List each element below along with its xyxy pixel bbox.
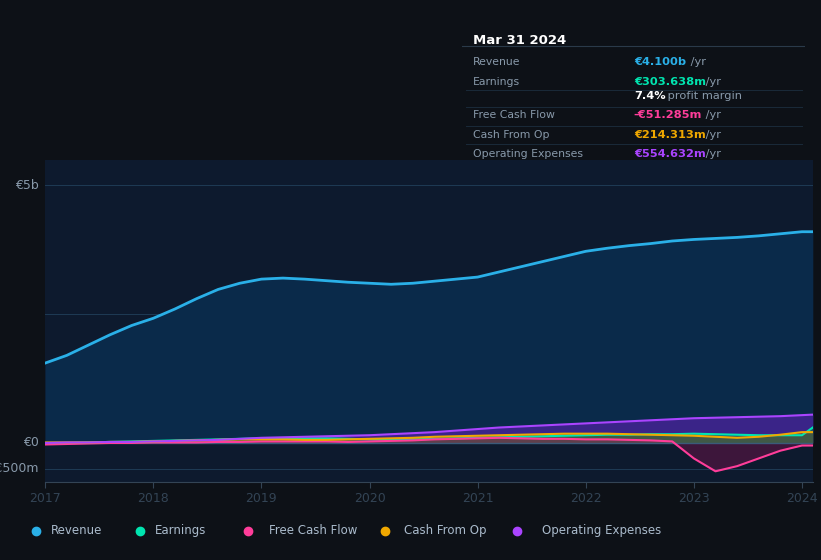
Text: €5b: €5b [16,179,39,192]
Text: Revenue: Revenue [51,524,103,537]
Text: €303.638m: €303.638m [634,77,706,87]
Text: €554.632m: €554.632m [634,148,705,158]
Text: /yr: /yr [702,130,721,140]
Text: Revenue: Revenue [473,57,520,67]
Text: €0: €0 [23,436,39,450]
Text: /yr: /yr [702,110,721,120]
Text: 7.4%: 7.4% [634,91,666,101]
Text: Earnings: Earnings [473,77,520,87]
Text: profit margin: profit margin [664,91,742,101]
Text: Operating Expenses: Operating Expenses [473,148,583,158]
Text: Cash From Op: Cash From Op [473,130,549,140]
Text: Free Cash Flow: Free Cash Flow [473,110,554,120]
Text: -€51.285m: -€51.285m [634,110,702,120]
Text: Cash From Op: Cash From Op [404,524,486,537]
Text: /yr: /yr [686,57,706,67]
Text: /yr: /yr [702,77,721,87]
Text: Free Cash Flow: Free Cash Flow [268,524,357,537]
Text: -€500m: -€500m [0,462,39,475]
Text: Operating Expenses: Operating Expenses [542,524,661,537]
Text: €214.313m: €214.313m [634,130,705,140]
Text: €4.100b: €4.100b [634,57,686,67]
Text: /yr: /yr [702,148,721,158]
Text: Mar 31 2024: Mar 31 2024 [473,34,566,47]
Text: Earnings: Earnings [155,524,207,537]
